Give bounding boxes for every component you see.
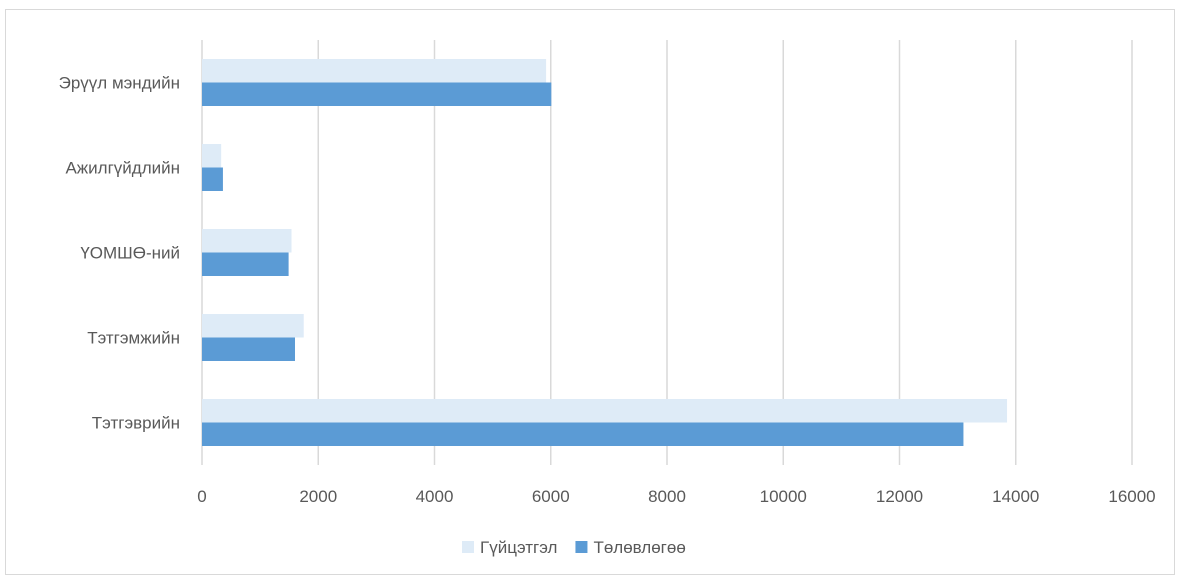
bar-tolovlogoo	[202, 422, 964, 446]
category-label: Ажилгүйдлийн	[65, 159, 180, 178]
x-tick-labels: 0 2000 4000 6000 8000 10000 12000 14000 16000	[197, 487, 1155, 506]
bar-tolovlogoo	[202, 337, 295, 361]
bar-guitsetgel	[202, 314, 304, 338]
x-tick-label: 8000	[648, 487, 686, 506]
category-label: ҮОМШӨ-ний	[80, 244, 180, 263]
bar-tolovlogoo	[202, 252, 289, 276]
bar-tolovlogoo	[202, 167, 223, 191]
bar-guitsetgel	[202, 59, 547, 83]
legend-label: Гүйцэтгэл	[480, 538, 557, 557]
category-label: Тэтгэврийн	[92, 414, 180, 433]
x-tick-label: 6000	[532, 487, 570, 506]
bar-tolovlogoo	[202, 82, 552, 106]
legend-label: Төлөвлөгөө	[593, 538, 685, 557]
legend-swatch	[575, 541, 588, 553]
category-label: Эрүүл мэндийн	[59, 74, 180, 93]
category-label: Тэтгэмжийн	[87, 329, 180, 348]
bars	[202, 59, 1008, 446]
bar-guitsetgel	[202, 229, 292, 253]
x-tick-label: 12000	[876, 487, 923, 506]
x-tick-label: 16000	[1108, 487, 1155, 506]
bar-guitsetgel	[202, 144, 222, 168]
legend-swatch	[462, 541, 474, 553]
bar-guitsetgel	[202, 399, 1008, 423]
legend: Гүйцэтгэл Төлөвлөгөө	[462, 538, 686, 557]
x-tick-label: 2000	[299, 487, 337, 506]
gridlines	[201, 40, 1133, 465]
x-tick-label: 14000	[992, 487, 1039, 506]
chart-frame	[5, 9, 1175, 575]
category-labels: Тэтгэврийн Тэтгэмжийн ҮОМШӨ-ний Ажилгүйдлий…	[59, 74, 180, 433]
x-tick-label: 4000	[416, 487, 454, 506]
x-tick-label: 0	[197, 487, 206, 506]
x-tick-label: 10000	[760, 487, 807, 506]
